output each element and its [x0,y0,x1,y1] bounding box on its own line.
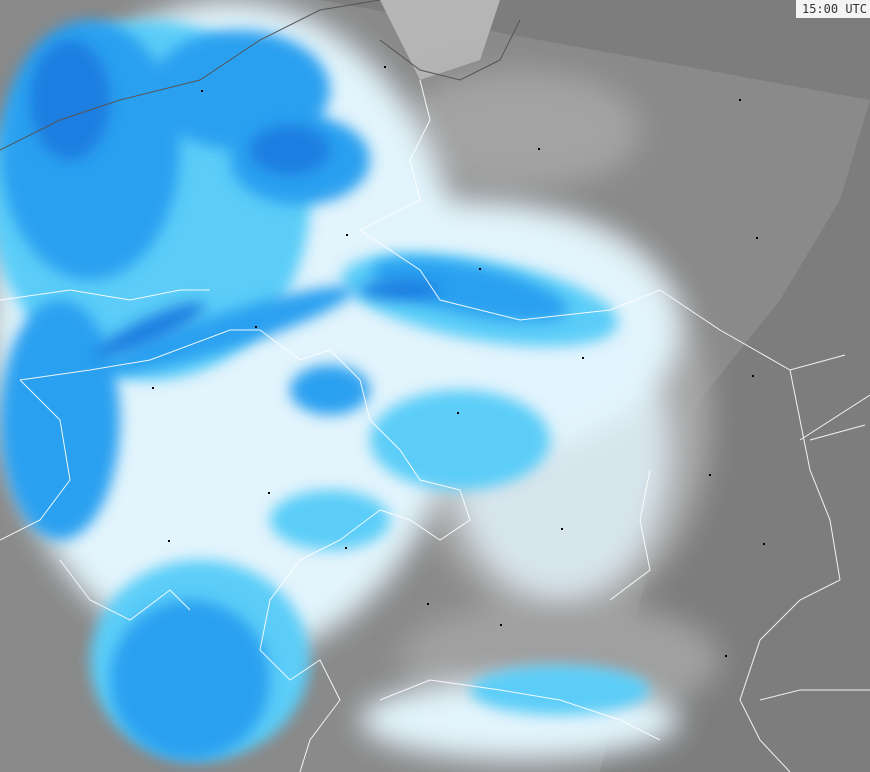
city-marker [427,603,429,605]
city-marker [168,540,170,542]
border-line [809,424,866,441]
city-marker [739,99,741,101]
dark-region-east [320,0,870,772]
precip-heavy [30,40,440,358]
border-line [0,379,71,541]
city-marker [763,543,765,545]
light-region-north [380,0,500,80]
city-marker [384,66,386,68]
border-line [379,679,661,741]
coastline [0,0,521,151]
border-line [0,289,210,301]
city-marker [152,387,154,389]
city-marker [756,237,758,239]
city-marker [346,234,348,236]
city-marker [500,624,502,626]
city-markers [152,66,765,657]
city-marker [255,326,257,328]
city-marker [345,547,347,549]
border-line [739,369,841,772]
border-line [759,689,870,701]
border-line [19,329,471,561]
coast-line [0,0,521,151]
city-marker [709,474,711,476]
city-marker [752,375,754,377]
city-marker [457,412,459,414]
border-line [609,469,651,601]
city-marker [725,655,727,657]
city-marker [268,492,270,494]
border-line [59,559,191,621]
city-marker [479,268,481,270]
border-line [359,79,846,371]
border-line [259,559,341,772]
timestamp-label: 15:00 UTC [795,0,870,18]
borders [0,79,870,772]
city-marker [538,148,540,150]
city-marker [582,357,584,359]
border-line [799,394,870,441]
city-marker [201,90,203,92]
city-marker [561,528,563,530]
